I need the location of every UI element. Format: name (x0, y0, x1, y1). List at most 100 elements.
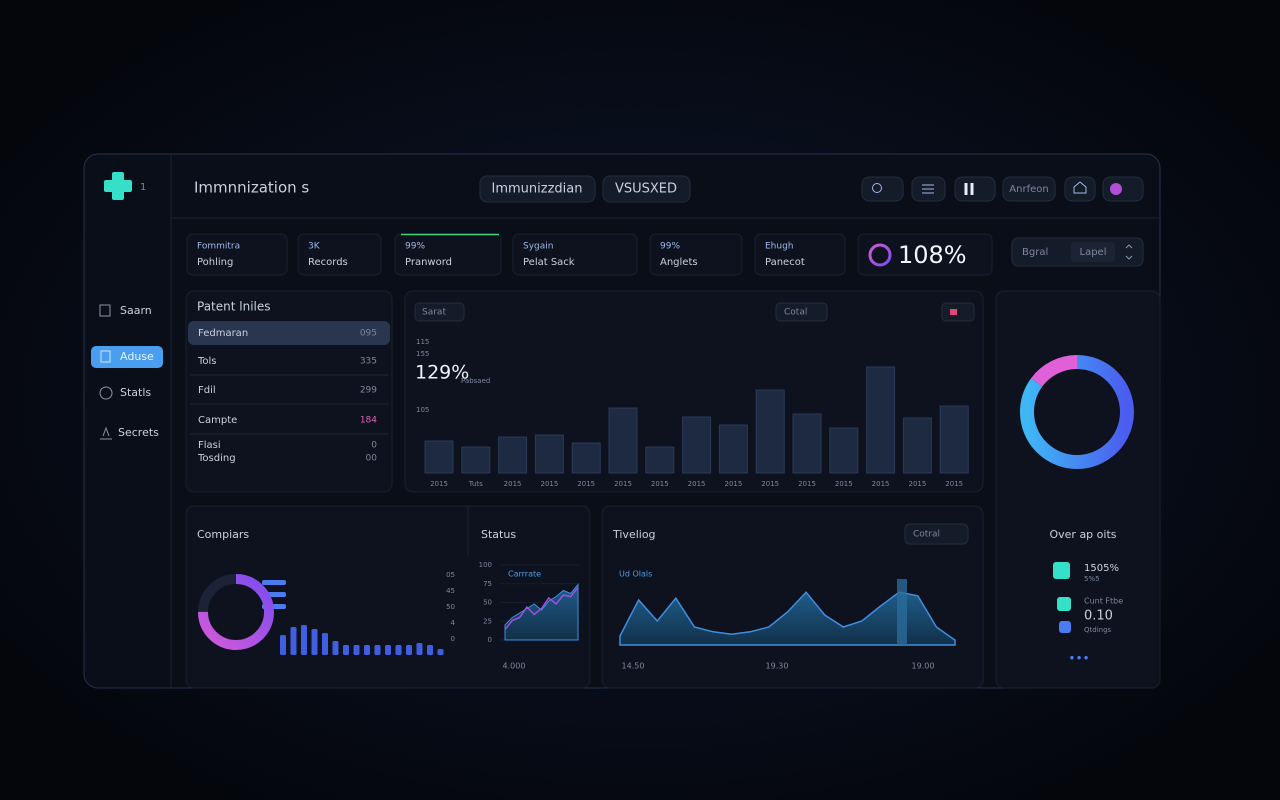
bar (395, 645, 402, 655)
kpi-sub: Records (308, 257, 348, 268)
kpi-card[interactable] (186, 233, 288, 276)
row-name: Fdil (198, 385, 216, 396)
search-button[interactable] (861, 176, 904, 202)
kpi-sub: Pelat Sack (523, 257, 575, 268)
x-tick-label: 2015 (835, 480, 853, 488)
tab[interactable] (479, 175, 596, 203)
bar (718, 424, 748, 474)
comparisons-panel (185, 505, 591, 689)
x-tick-label: 2015 (908, 480, 926, 488)
kpi-card[interactable] (649, 233, 743, 276)
kpi-sub: Panecot (765, 257, 805, 268)
filter-chip[interactable] (1071, 242, 1115, 262)
panel-title: Over ap oits (1049, 528, 1116, 541)
nav-item[interactable]: Statls (120, 386, 151, 399)
row-name: Tols (197, 356, 217, 367)
logo-badge: 1 (140, 182, 146, 193)
dropdown-label[interactable]: Sarat (422, 308, 446, 318)
x-tick-label: 2015 (761, 480, 779, 488)
nav-item[interactable]: Saarn (120, 304, 152, 317)
bar (343, 645, 349, 655)
bar (571, 442, 601, 474)
y-tick-label: 75 (483, 580, 492, 588)
dropdown[interactable] (414, 302, 465, 322)
pause-button[interactable] (954, 176, 996, 202)
x-tick-label: 2015 (798, 480, 816, 488)
bar (939, 405, 969, 474)
item-icon (1057, 597, 1071, 611)
bar (902, 417, 932, 474)
bar (645, 446, 675, 474)
more-dots[interactable]: ••• (1068, 652, 1089, 666)
x-label: 4.000 (503, 662, 526, 671)
home-button[interactable] (1064, 176, 1096, 202)
bar (311, 629, 318, 655)
row-name: Flasi (198, 440, 221, 451)
dropdown-label[interactable]: Cotral (913, 530, 940, 540)
line (504, 587, 579, 630)
filter[interactable]: Lapel (1080, 247, 1107, 258)
kpi-sub: Pranword (405, 257, 452, 268)
bar (406, 645, 412, 655)
highlight-card (857, 233, 993, 276)
kpi-sub: Pohling (197, 257, 233, 268)
action-button[interactable] (1002, 176, 1056, 202)
panel-title: Tiveliog (612, 528, 656, 541)
dropdown[interactable] (904, 523, 969, 545)
nav-item[interactable]: Aduse (120, 350, 154, 363)
x-tick-label: 2015 (577, 480, 595, 488)
kpi-card[interactable] (394, 233, 502, 276)
kpi-card[interactable] (754, 233, 846, 276)
row-value: 0 (371, 441, 377, 451)
bar (608, 407, 638, 474)
profile-button[interactable] (1102, 176, 1144, 202)
donut-segment (1020, 355, 1134, 469)
dropdown[interactable] (775, 302, 828, 322)
row-value: 299 (360, 386, 377, 396)
bar (682, 416, 712, 474)
x-tick-label: 2015 (724, 480, 742, 488)
x-tick-label: 2015 (430, 480, 448, 488)
bar (498, 436, 528, 474)
bar (534, 434, 564, 474)
search-icon (872, 183, 882, 193)
dropdown-label[interactable]: Cotal (784, 308, 807, 318)
axis-label: 4 (451, 619, 456, 627)
row-name: Tosding (197, 453, 236, 464)
kpi-card[interactable] (297, 233, 382, 276)
panel-title: Status (481, 528, 516, 541)
row-value: 095 (360, 329, 377, 339)
axis-label: 155 (416, 350, 429, 358)
headline: 129% (415, 362, 469, 384)
nav-icon (100, 426, 112, 440)
x-tick-label: 2015 (614, 480, 632, 488)
list-icon (922, 184, 934, 194)
cursor-band (897, 579, 907, 645)
x-tick-label: Tuts (468, 480, 483, 488)
axis-label: 0 (451, 635, 455, 643)
sort-icon[interactable] (1125, 244, 1133, 260)
highlight-value: 108% (898, 241, 967, 269)
kpi-label: Sygain (523, 242, 553, 252)
bar (424, 440, 454, 474)
action-label[interactable]: Anrfeon (1009, 184, 1048, 195)
tab[interactable] (602, 175, 691, 203)
nav-item[interactable]: Secrets (118, 426, 159, 439)
avatar (1110, 183, 1122, 195)
bar (280, 635, 286, 655)
color-swatch (950, 309, 957, 315)
row-selected[interactable] (188, 321, 390, 345)
tab-label[interactable]: Immunizzdian (492, 182, 583, 197)
page-title: Immnnization s (194, 179, 309, 197)
axis-label: 50 (446, 603, 455, 611)
axis-label: 105 (416, 406, 429, 414)
item-value: 1505% (1084, 563, 1119, 574)
tab-label[interactable]: VSUSXED (615, 182, 677, 197)
filter[interactable]: Bgral (1022, 247, 1048, 258)
axis-label: 05 (446, 571, 455, 579)
kpi-card[interactable] (512, 233, 638, 276)
x-tick-label: 2015 (504, 480, 522, 488)
dropdown[interactable] (941, 302, 975, 322)
item-sub: 5%5 (1084, 575, 1100, 583)
